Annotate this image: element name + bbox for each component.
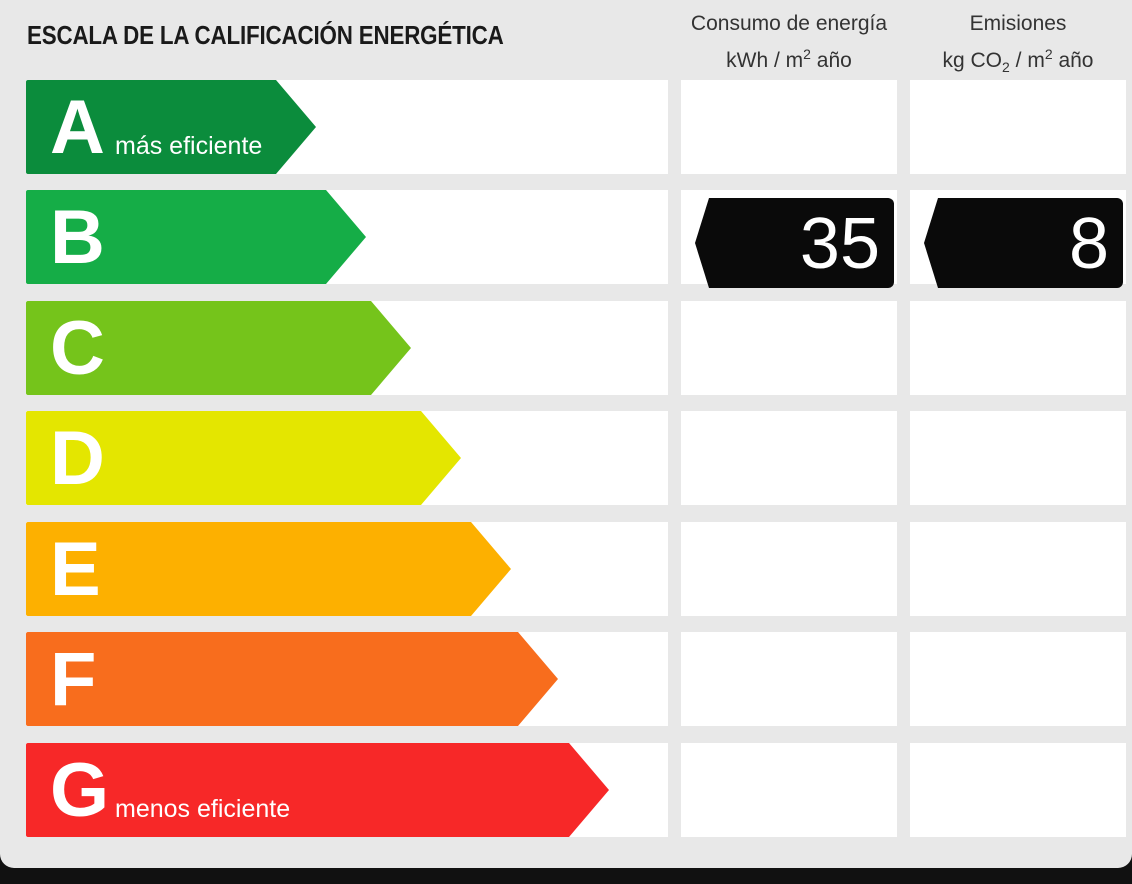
rating-letter: A xyxy=(50,85,105,170)
emissions-cell-f xyxy=(910,632,1126,726)
emissions-cell-e xyxy=(910,522,1126,616)
rating-arrow-d: D xyxy=(26,411,461,505)
rating-letter: D xyxy=(50,416,105,501)
emissions-cell-g xyxy=(910,743,1126,837)
energy-cell-d xyxy=(681,411,897,505)
rating-arrow-b: B xyxy=(26,190,366,284)
rating-letter: B xyxy=(50,195,105,280)
energy-cell-a xyxy=(681,80,897,174)
rating-letter: G xyxy=(50,748,110,833)
energy-column-unit: kWh / m2 año xyxy=(726,46,852,72)
energy-cell-f xyxy=(681,632,897,726)
energy-value: 35 xyxy=(799,204,880,284)
rating-letter: E xyxy=(50,527,101,612)
energy-value-badge: 35 xyxy=(695,198,894,288)
rating-letter: C xyxy=(50,306,105,391)
page-title: ESCALA DE LA CALIFICACIÓN ENERGÉTICA xyxy=(27,20,504,50)
emissions-cell-a xyxy=(910,80,1126,174)
emissions-column-title: Emisiones xyxy=(969,12,1067,35)
energy-cell-g xyxy=(681,743,897,837)
rating-arrow-g: G menos eficiente xyxy=(26,743,609,837)
emissions-value: 8 xyxy=(1068,204,1109,284)
rating-sublabel: menos eficiente xyxy=(115,795,291,823)
rating-arrow-a: A más eficiente xyxy=(26,80,316,174)
rating-arrow-c: C xyxy=(26,301,411,395)
rating-arrow-f: F xyxy=(26,632,558,726)
rating-arrow-e: E xyxy=(26,522,511,616)
energy-column-header: Consumo de energía kWh / m2 año xyxy=(681,8,897,76)
emissions-column-unit: kg CO2 / m2 año xyxy=(942,46,1094,76)
rating-letter: F xyxy=(50,637,97,722)
energy-cell-c xyxy=(681,301,897,395)
emissions-cell-c xyxy=(910,301,1126,395)
energy-cell-e xyxy=(681,522,897,616)
rating-sublabel: más eficiente xyxy=(115,132,263,160)
energy-column-title: Consumo de energía xyxy=(690,12,888,35)
emissions-column-header: Emisiones kg CO2 / m2 año xyxy=(910,8,1126,83)
emissions-value-badge: 8 xyxy=(924,198,1123,288)
emissions-cell-d xyxy=(910,411,1126,505)
